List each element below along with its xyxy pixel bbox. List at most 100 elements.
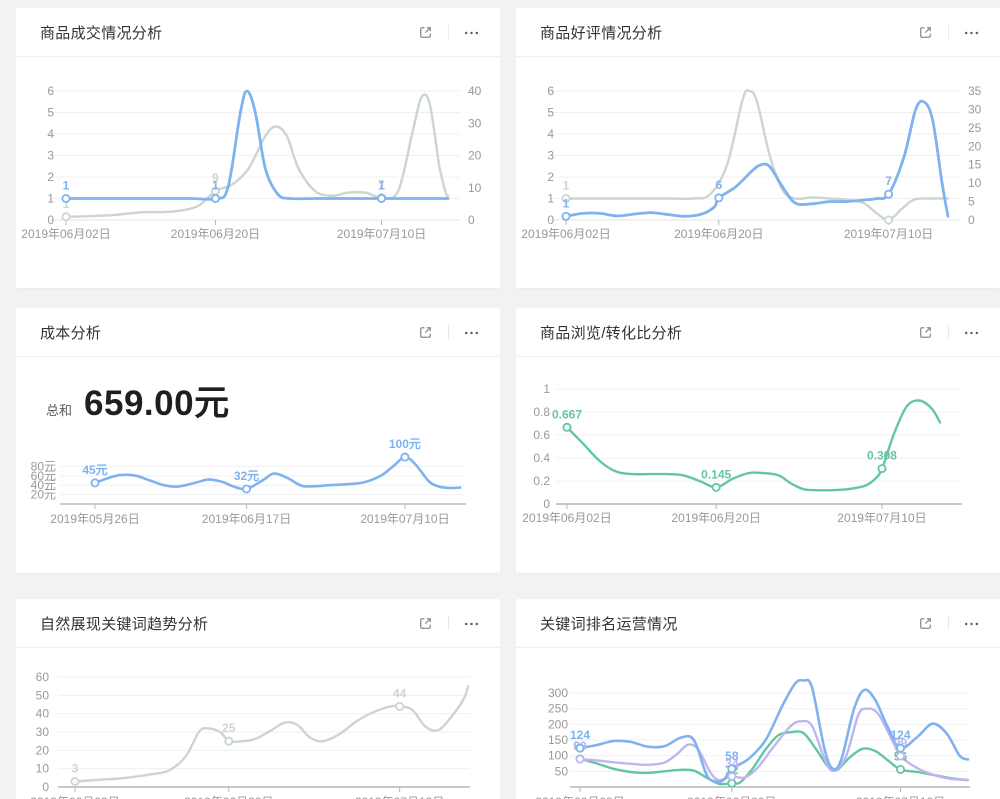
card-review-analysis: 商品好评情况分析 0 1 2 3 4 5 6 0 5 10 15 20 25 30 35 2019年06月02… (516, 8, 1000, 288)
svg-text:100: 100 (548, 749, 568, 763)
more-button[interactable] (961, 321, 982, 343)
svg-text:32元: 32元 (234, 469, 259, 483)
actions-divider (448, 325, 449, 339)
svg-text:1: 1 (63, 179, 70, 193)
ellipsis-icon (464, 622, 479, 625)
card-header: 商品浏览/转化比分析 (516, 308, 1000, 357)
svg-text:124: 124 (891, 728, 911, 742)
card-header: 成本分析 (16, 308, 500, 357)
svg-text:2019年06月02日: 2019年06月02日 (21, 227, 110, 241)
card-actions (415, 321, 482, 343)
svg-text:1: 1 (212, 179, 219, 193)
svg-text:124: 124 (570, 728, 590, 742)
actions-divider (948, 25, 949, 39)
more-button[interactable] (461, 21, 482, 43)
svg-text:2019年06月02日: 2019年06月02日 (535, 795, 624, 799)
ellipsis-icon (964, 622, 979, 625)
svg-text:1: 1 (547, 192, 554, 206)
svg-text:2019年06月20日: 2019年06月20日 (687, 795, 776, 799)
export-button[interactable] (415, 612, 436, 634)
svg-text:5: 5 (47, 106, 54, 120)
svg-text:20元: 20元 (31, 488, 56, 502)
svg-text:80元: 80元 (31, 459, 56, 473)
svg-text:6: 6 (547, 84, 554, 98)
card-actions (915, 321, 982, 343)
export-button[interactable] (415, 21, 436, 43)
svg-text:0: 0 (543, 497, 550, 511)
svg-text:3: 3 (547, 149, 554, 163)
svg-text:7: 7 (378, 177, 385, 191)
more-button[interactable] (961, 612, 982, 634)
export-button[interactable] (915, 321, 936, 343)
card-title: 成本分析 (40, 324, 102, 342)
open-in-new-icon (420, 617, 431, 629)
more-button[interactable] (461, 321, 482, 343)
open-in-new-icon (920, 326, 931, 338)
svg-text:0.308: 0.308 (867, 449, 897, 463)
card-header: 关键词排名运营情况 (516, 599, 1000, 648)
actions-divider (948, 325, 949, 339)
card-actions (915, 21, 982, 43)
export-button[interactable] (915, 612, 936, 634)
svg-text:2019年07月10日: 2019年07月10日 (856, 795, 945, 799)
svg-text:2019年06月20日: 2019年06月20日 (184, 795, 273, 799)
svg-text:2019年05月26日: 2019年05月26日 (50, 512, 139, 526)
svg-text:100元: 100元 (389, 437, 421, 451)
summary-stat: 总和 659.00元 (16, 357, 500, 429)
open-in-new-icon (920, 617, 931, 629)
card-view-conversion: 商品浏览/转化比分析 0 0.2 0.4 0.6 0.8 1 2019年06月02日 2019… (516, 308, 1000, 573)
ellipsis-icon (464, 331, 479, 334)
svg-text:40: 40 (36, 707, 50, 721)
svg-text:10: 10 (968, 176, 982, 190)
line-chart-organic-keyword-trend: 0 10 20 30 40 50 60 2019年06月02日 2019年06月20日 2019年… (30, 670, 470, 799)
svg-text:35: 35 (968, 84, 982, 98)
svg-text:0: 0 (968, 213, 975, 227)
more-button[interactable] (961, 21, 982, 43)
svg-text:2: 2 (47, 170, 54, 184)
svg-text:44: 44 (393, 686, 407, 700)
svg-text:150: 150 (548, 733, 568, 747)
svg-text:2019年06月02日: 2019年06月02日 (30, 795, 119, 799)
card-organic-keyword-trend: 自然展现关键词趋势分析 0 10 20 30 40 50 60 2019年06月02日 2019… (16, 599, 500, 799)
card-deal-analysis: 商品成交情况分析 0 1 2 3 4 5 6 0 10 20 30 40 2019年06月02日 2019… (16, 8, 500, 288)
svg-text:0: 0 (42, 780, 49, 794)
svg-text:20: 20 (36, 743, 50, 757)
svg-text:2: 2 (547, 170, 554, 184)
export-button[interactable] (415, 321, 436, 343)
svg-text:1: 1 (47, 192, 54, 206)
summary-label: 总和 (46, 403, 73, 418)
svg-text:10: 10 (468, 181, 482, 195)
svg-text:5: 5 (547, 106, 554, 120)
svg-text:2019年06月02日: 2019年06月02日 (521, 227, 610, 241)
svg-text:25: 25 (968, 121, 982, 135)
svg-text:3: 3 (47, 149, 54, 163)
svg-text:5: 5 (968, 195, 975, 209)
card-actions (415, 612, 482, 634)
svg-text:200: 200 (548, 717, 568, 731)
svg-text:2019年06月20日: 2019年06月20日 (674, 227, 763, 241)
svg-text:6: 6 (47, 84, 54, 98)
svg-text:2019年06月02日: 2019年06月02日 (522, 511, 611, 525)
ellipsis-icon (964, 331, 979, 334)
summary-value: 659.00元 (84, 384, 230, 423)
svg-text:58: 58 (725, 749, 739, 763)
more-button[interactable] (461, 612, 482, 634)
card-actions (415, 21, 482, 43)
svg-text:7: 7 (885, 174, 892, 188)
open-in-new-icon (420, 26, 431, 38)
line-chart-view-conversion: 0 0.2 0.4 0.6 0.8 1 2019年06月02日 2019年06月20日 2019… (522, 382, 962, 525)
svg-text:2019年07月10日: 2019年07月10日 (355, 795, 444, 799)
svg-text:60元: 60元 (31, 469, 56, 483)
svg-text:10: 10 (36, 762, 50, 776)
svg-text:0.4: 0.4 (533, 451, 550, 465)
card-header: 商品成交情况分析 (16, 8, 500, 57)
svg-text:3: 3 (72, 762, 79, 776)
svg-text:0.6: 0.6 (533, 428, 550, 442)
svg-text:0: 0 (547, 213, 554, 227)
export-button[interactable] (915, 21, 936, 43)
svg-text:2019年07月10日: 2019年07月10日 (837, 511, 926, 525)
